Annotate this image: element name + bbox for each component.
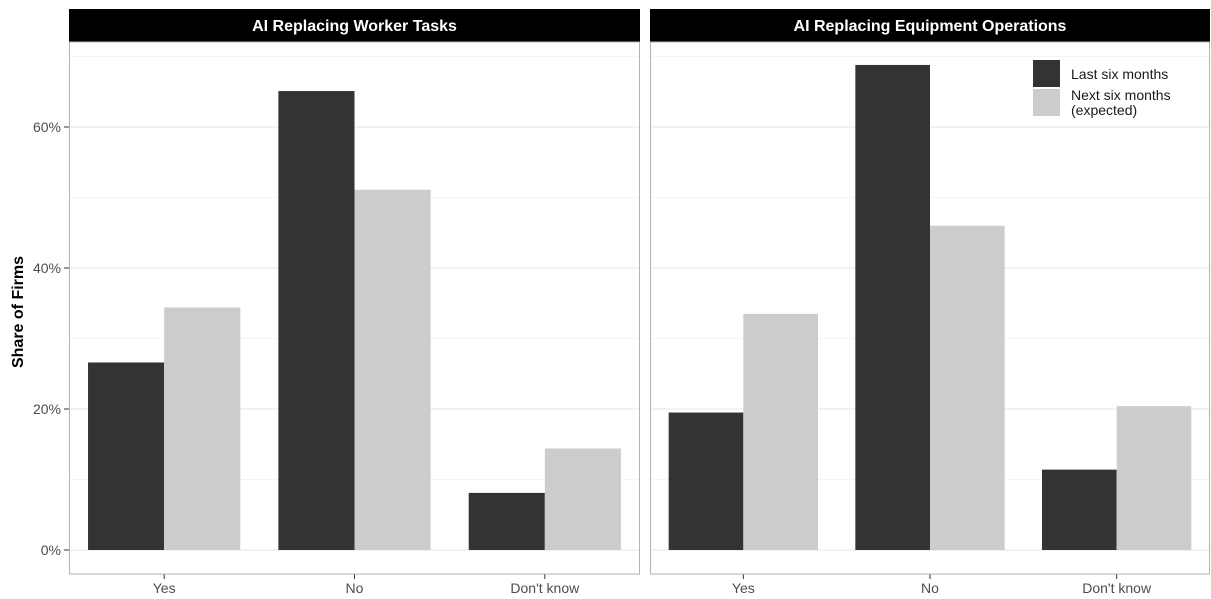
bar-next-six-months	[930, 225, 1005, 550]
x-tick-label: No	[346, 580, 364, 596]
bar-next-six-months	[164, 307, 241, 550]
bar-next-six-months	[544, 448, 621, 550]
bar-last-six-months	[278, 91, 355, 551]
x-tick-label: Yes	[153, 580, 176, 596]
bar-last-six-months	[468, 492, 545, 550]
bar-last-six-months	[88, 362, 165, 550]
legend-label: Next six months (expected)	[1071, 87, 1171, 118]
x-tick-label: Yes	[732, 580, 755, 596]
legend-key-next-six-months	[1033, 89, 1060, 116]
bar-last-six-months	[1042, 469, 1117, 550]
y-tick-label: 40%	[33, 260, 61, 276]
y-axis-title: Share of Firms	[10, 256, 27, 368]
bar-next-six-months	[743, 313, 818, 550]
panel-title: AI Replacing Equipment Operations	[794, 18, 1067, 35]
x-tick-label: No	[921, 580, 939, 596]
bar-last-six-months	[668, 412, 744, 550]
legend-key-last-six-months	[1033, 60, 1060, 87]
chart-panels: AI Replacing Worker Tasks Yes No Don't know…	[69, 9, 1210, 596]
panel-title: AI Replacing Worker Tasks	[252, 18, 457, 35]
x-tick-label: Don't know	[510, 580, 580, 596]
panel-strip	[69, 9, 640, 42]
bar-next-six-months	[354, 189, 431, 550]
panel: AI Replacing Equipment Operations Yes No Do…	[650, 9, 1210, 596]
y-tick-label: 60%	[33, 119, 61, 135]
x-tick-label: Don't know	[1082, 580, 1152, 596]
panel: AI Replacing Worker Tasks Yes No Don't know	[69, 9, 640, 596]
legend-label: Last six months	[1071, 66, 1168, 82]
panel-border	[650, 41, 1210, 575]
legend: Last six months Next six months (expected)	[1033, 60, 1171, 118]
bar-next-six-months	[1116, 406, 1192, 550]
panel-strip	[650, 9, 1210, 42]
y-tick-label: 0%	[41, 542, 61, 558]
bar-last-six-months	[855, 64, 930, 551]
y-tick-label: 20%	[33, 401, 61, 417]
panel-border	[69, 41, 640, 575]
y-axis-tick-labels: 0% 20% 40% 60%	[33, 119, 69, 558]
